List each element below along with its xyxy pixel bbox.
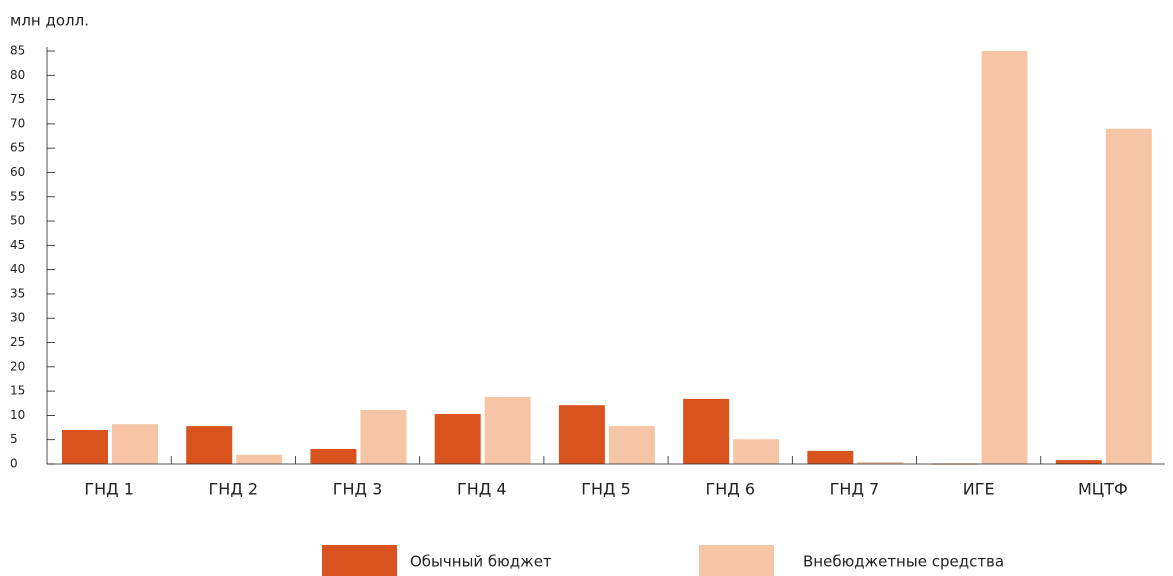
x-tick-label: МЦТФ	[1078, 480, 1128, 499]
x-tick-label: ГНД 7	[830, 480, 880, 499]
legend-label: Внебюджетные средства	[803, 553, 1004, 571]
y-tick-label: 65	[10, 141, 25, 155]
bar	[310, 448, 357, 464]
y-tick-label: 35	[10, 286, 25, 300]
y-tick-label: 5	[10, 432, 18, 446]
x-tick-label: ГНД 6	[705, 480, 755, 499]
y-tick-label: 75	[10, 92, 25, 106]
y-tick-label: 40	[10, 262, 25, 276]
y-tick-label: 25	[10, 335, 25, 349]
bar	[807, 450, 854, 464]
y-tick-label: 50	[10, 214, 25, 228]
bar	[733, 439, 780, 464]
bar	[112, 424, 158, 464]
y-tick-label: 45	[10, 238, 25, 252]
bar	[857, 462, 904, 464]
legend-swatch	[699, 545, 774, 576]
y-tick-label: 55	[10, 189, 25, 203]
x-tick-label: ГНД 1	[84, 480, 134, 499]
bar	[434, 413, 481, 464]
x-tick-label: ГНД 3	[333, 480, 383, 499]
legend-label: Обычный бюджет	[410, 553, 552, 571]
bar	[360, 410, 407, 464]
x-tick-label: ГНД 2	[209, 480, 259, 499]
y-axis-label: млн долл.	[10, 12, 89, 30]
bar	[236, 454, 283, 464]
bar	[62, 429, 108, 464]
y-tick-label: 0	[10, 457, 18, 471]
bar	[1105, 128, 1152, 464]
x-tick-label: ИГЕ	[963, 480, 995, 499]
x-tick-label: ГНД 4	[457, 480, 507, 499]
y-tick-label: 15	[10, 384, 25, 398]
y-tick-label: 80	[10, 68, 25, 82]
y-tick-label: 70	[10, 116, 25, 130]
bar	[484, 396, 531, 464]
bar	[558, 405, 605, 464]
bar	[608, 426, 655, 464]
bar	[1055, 460, 1102, 464]
bar	[186, 426, 233, 464]
bar	[981, 51, 1028, 464]
legend-swatch	[322, 545, 397, 576]
y-tick-label: 85	[10, 44, 25, 58]
y-tick-label: 60	[10, 165, 25, 179]
bar	[683, 398, 730, 464]
y-tick-label: 10	[10, 408, 25, 422]
y-tick-label: 30	[10, 311, 25, 325]
y-tick-label: 20	[10, 359, 25, 373]
x-tick-label: ГНД 5	[581, 480, 631, 499]
